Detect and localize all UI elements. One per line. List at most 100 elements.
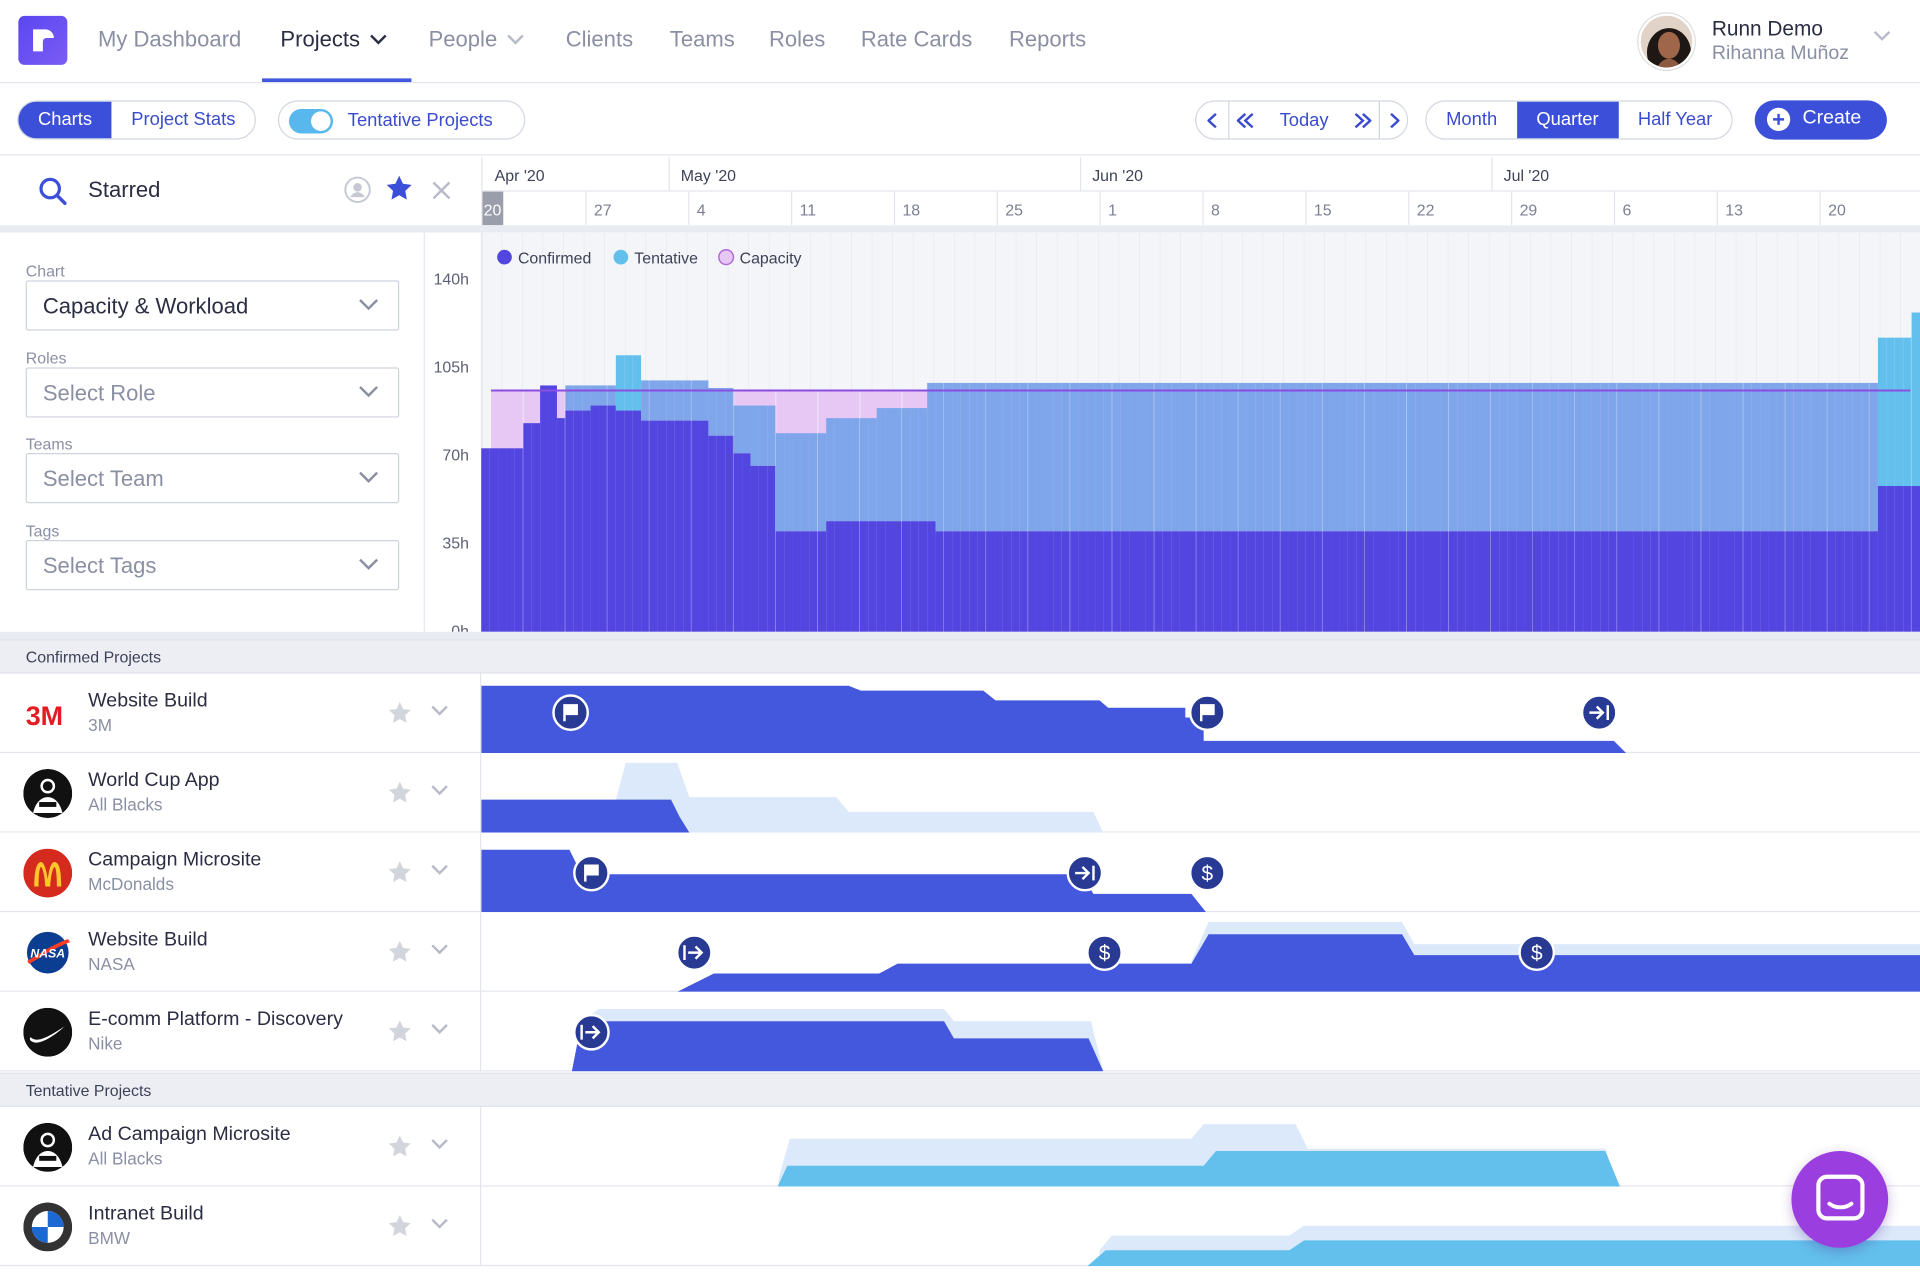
project-name[interactable]: Intranet Build (88, 1203, 204, 1225)
tentative-projects-toggle[interactable]: Tentative Projects (277, 100, 526, 140)
chart-select[interactable]: Capacity & Workload (25, 280, 400, 331)
confirmed-bar (1474, 531, 1483, 632)
project-row[interactable]: 3M Website Build 3M (0, 673, 1920, 754)
dollar-icon[interactable]: $ (1518, 934, 1556, 972)
flag-icon[interactable] (552, 694, 589, 732)
nav-reports[interactable]: Reports (1009, 27, 1086, 53)
chevron-down-icon[interactable] (431, 864, 448, 875)
role-select[interactable]: Select Role (25, 367, 400, 418)
tentative-bar (1204, 382, 1214, 532)
tentative-bar (1802, 382, 1811, 532)
project-name[interactable]: Website Build (88, 690, 208, 712)
tentative-bar (1095, 382, 1104, 532)
tab-project-stats[interactable]: Project Stats (131, 108, 236, 130)
team-select[interactable]: Select Team (25, 453, 400, 504)
project-start-icon[interactable] (573, 1013, 610, 1051)
chart-filters: Chart Capacity & Workload Roles Select R… (0, 232, 425, 632)
star-icon[interactable] (387, 700, 413, 726)
project-row[interactable]: Campaign Microsite McDonalds $ (0, 832, 1920, 913)
chevron-down-icon[interactable] (431, 705, 448, 716)
star-icon[interactable] (387, 1019, 413, 1045)
tab-charts[interactable]: Charts (18, 101, 112, 139)
nav-my-dashboard[interactable]: My Dashboard (98, 27, 241, 53)
tags-select[interactable]: Select Tags (25, 540, 400, 591)
person-filter-icon[interactable] (344, 176, 371, 204)
project-name[interactable]: Campaign Microsite (88, 849, 262, 871)
clear-search-icon[interactable] (432, 181, 451, 200)
star-icon[interactable] (387, 1134, 413, 1160)
star-icon[interactable] (387, 780, 413, 806)
confirmed-bar (918, 521, 928, 632)
today-marker (482, 191, 504, 226)
flag-icon[interactable] (573, 854, 610, 892)
search-icon[interactable] (38, 176, 67, 205)
nav-people[interactable]: People (429, 27, 525, 53)
project-row[interactable]: Intranet Build BMW (0, 1186, 1920, 1267)
tentative-bar (742, 405, 751, 454)
confirmed-bar (1070, 531, 1079, 632)
project-name[interactable]: Website Build (88, 929, 208, 951)
dollar-icon[interactable]: $ (1086, 934, 1123, 972)
next-icon[interactable] (1380, 102, 1408, 139)
star-icon[interactable] (387, 860, 413, 886)
create-button[interactable]: Create (1754, 100, 1887, 140)
confirmed-bar (1785, 531, 1794, 632)
confirmed-bar (649, 420, 658, 632)
chevron-down-icon[interactable] (431, 1139, 448, 1150)
capacity-workload-chart: 140h 105h 70h 35h 0h Confirmed Tentative Capaci… (424, 232, 1920, 632)
project-row[interactable]: Ad Campaign Microsite All Blacks (0, 1106, 1920, 1187)
project-name[interactable]: World Cup App (88, 770, 220, 792)
tentative-bar (1406, 382, 1416, 532)
nav-roles[interactable]: Roles (769, 27, 825, 53)
project-start-icon[interactable] (675, 934, 713, 972)
confirmed-bar (666, 420, 675, 632)
tab-month[interactable]: Month (1446, 108, 1498, 130)
confirmed-bar (674, 420, 684, 632)
chevron-down-icon[interactable] (431, 1024, 448, 1035)
chevron-down-icon[interactable] (431, 1218, 448, 1229)
tentative-bar (1575, 382, 1584, 532)
confirmed-bar (1305, 531, 1315, 632)
tab-quarter[interactable]: Quarter (1516, 101, 1619, 139)
dollar-icon[interactable]: $ (1188, 854, 1226, 892)
tentative-bar (1263, 382, 1273, 532)
client-name: All Blacks (88, 1148, 163, 1169)
jump-back-icon[interactable] (1229, 102, 1261, 139)
tentative-bar (918, 408, 928, 522)
confirmed-bar (1204, 531, 1214, 632)
today-button[interactable]: Today (1279, 109, 1329, 131)
star-filter-icon[interactable] (384, 174, 413, 203)
tab-half-year[interactable]: Half Year (1637, 108, 1713, 130)
confirmed-bar (1087, 531, 1096, 632)
tentative-bar (1255, 382, 1264, 532)
nav-rate-cards[interactable]: Rate Cards (861, 27, 972, 53)
week-label: 13 (1725, 203, 1743, 220)
flag-icon[interactable] (1188, 694, 1226, 732)
project-name[interactable]: E-comm Platform - Discovery (88, 1008, 343, 1030)
jump-forward-icon[interactable] (1347, 102, 1379, 139)
project-row[interactable]: E-comm Platform - Discovery Nike (0, 991, 1920, 1072)
nav-teams[interactable]: Teams (670, 27, 735, 53)
confirmed-bar (742, 453, 751, 632)
confirmed-bar (910, 521, 919, 632)
chevron-down-icon[interactable] (431, 944, 448, 955)
runn-logo[interactable] (18, 15, 68, 65)
project-row[interactable]: NASA Website Build NASA $ $ (0, 912, 1920, 992)
project-end-icon[interactable] (1580, 694, 1618, 732)
chevron-down-icon[interactable] (431, 785, 448, 796)
star-icon[interactable] (387, 939, 413, 965)
nav-clients[interactable]: Clients (566, 27, 633, 53)
star-icon[interactable] (387, 1213, 413, 1239)
tentative-bar (1070, 382, 1079, 532)
search-input[interactable]: Starred (88, 177, 161, 203)
project-name[interactable]: Ad Campaign Microsite (88, 1124, 291, 1145)
project-row[interactable]: World Cup App All Blacks (0, 753, 1920, 833)
tentative-bar (1373, 382, 1382, 532)
prev-icon[interactable] (1196, 102, 1228, 139)
chat-button[interactable] (1791, 1151, 1889, 1248)
confirmed-bar (927, 521, 936, 632)
project-end-icon[interactable] (1066, 854, 1104, 892)
nav-projects[interactable]: Projects (280, 27, 387, 53)
confirmed-bar (817, 531, 827, 632)
tentative-bar (1844, 382, 1853, 532)
